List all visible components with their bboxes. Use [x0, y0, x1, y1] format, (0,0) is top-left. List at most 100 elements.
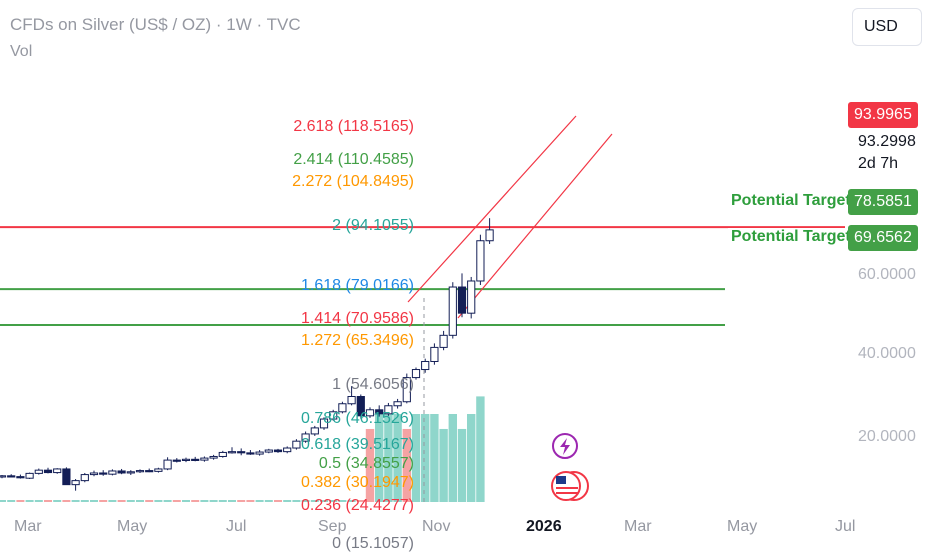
target-1-tag: 78.5851 — [848, 189, 918, 215]
candle-body — [292, 440, 301, 449]
volume-bar — [393, 414, 402, 502]
candle-body — [246, 452, 255, 455]
candle-body — [476, 240, 485, 282]
candle-body — [301, 433, 310, 442]
candle-body — [99, 472, 108, 475]
volume-bar — [310, 500, 319, 502]
candle-body — [117, 470, 126, 474]
volume-bar — [292, 500, 301, 502]
fib-level-label: 0.618 (39.5167) — [301, 436, 414, 454]
fib-level-label: 2 (94.1055) — [332, 216, 414, 234]
volume-legend: Vol — [10, 43, 33, 60]
volume-bar — [182, 500, 190, 502]
fib-level-label: 0.382 (30.1947) — [301, 473, 414, 491]
volume-bar — [44, 500, 52, 502]
volume-bar — [62, 500, 71, 502]
volume-bar — [421, 414, 430, 502]
volume-bar — [411, 414, 421, 502]
volume-bar — [301, 500, 310, 502]
time-axis-label: Mar — [624, 518, 652, 535]
event-icons — [551, 433, 589, 501]
volume-bar — [228, 500, 236, 502]
candle-body — [393, 401, 402, 407]
candle-body — [7, 475, 16, 478]
candle-body — [421, 360, 430, 371]
candle-body — [430, 346, 439, 362]
volume-bar — [365, 428, 375, 502]
candle-body — [191, 458, 200, 461]
volume-bar — [108, 500, 117, 502]
volume-bar — [255, 500, 264, 502]
volume-bar — [136, 500, 144, 502]
candle-body — [145, 470, 154, 473]
candle-body — [154, 468, 163, 472]
volume-bar — [126, 500, 135, 502]
candle-body — [347, 396, 356, 405]
volume-bar — [264, 500, 273, 502]
volume-bar — [71, 500, 80, 502]
volume-bar — [34, 500, 43, 502]
lightning-icon — [560, 438, 570, 455]
channel-lower-line — [457, 133, 613, 319]
currency-button[interactable]: USD — [852, 8, 922, 46]
volume-bar — [191, 500, 200, 502]
volume-bar — [356, 500, 365, 502]
volume-bar — [402, 428, 411, 502]
volume-bar — [163, 500, 172, 502]
volume-bar — [320, 500, 328, 502]
candle-body — [126, 471, 135, 474]
candle-body — [172, 459, 181, 462]
trend-channel — [407, 115, 613, 319]
volume-bar — [7, 500, 16, 502]
fib-level-label: 1.414 (70.9586) — [301, 309, 414, 327]
candle-body — [16, 476, 25, 479]
candle-body — [375, 409, 384, 415]
volume-bar — [476, 396, 485, 502]
volume-bar — [439, 428, 448, 502]
volume-bar — [218, 500, 227, 502]
volume-bar — [338, 500, 347, 502]
volume-bar — [283, 500, 292, 502]
volume-layer — [0, 396, 485, 502]
time-axis-label: 2026 — [526, 518, 562, 535]
candle-body — [283, 447, 292, 453]
volume-bar — [117, 500, 126, 502]
volume-bar — [209, 500, 218, 502]
fib-level-label: 0.5 (34.8557) — [318, 455, 414, 473]
candle-body — [108, 470, 117, 475]
candle-body — [264, 449, 273, 453]
volume-bar — [384, 414, 393, 502]
fib-level-label: 1.618 (79.0166) — [301, 277, 414, 295]
candle-body — [218, 451, 227, 457]
candle-body — [338, 403, 347, 413]
volume-bar — [145, 500, 154, 502]
candle-body — [273, 449, 283, 453]
target-2-tag: 69.6562 — [848, 225, 918, 251]
bar-countdown: 2d 7h — [858, 155, 899, 172]
candle-body — [457, 286, 467, 314]
candle-body — [365, 409, 375, 417]
volume-bar — [0, 500, 6, 502]
volume-bar — [80, 500, 89, 502]
candle-body — [25, 472, 34, 479]
candle-body — [89, 472, 99, 476]
candle-body — [200, 457, 209, 461]
candle-body — [209, 455, 218, 459]
volume-bar — [53, 500, 62, 502]
time-axis-label: Jul — [226, 518, 247, 535]
chart-title: CFDs on Silver (US$ / OZ) · 1W · TVC — [10, 15, 301, 34]
candle-body — [319, 418, 329, 429]
current-price-label: 93.2998 — [858, 133, 916, 150]
volume-bar — [430, 414, 439, 502]
candle-body — [181, 458, 191, 462]
us-flag-icon — [556, 476, 566, 484]
time-axis-label: Sep — [318, 518, 347, 535]
fib-level-label: 0 (15.1057) — [332, 534, 414, 552]
candle-body — [34, 469, 43, 474]
candle-body — [43, 469, 53, 474]
candle-body — [255, 451, 264, 455]
candle-body — [80, 474, 89, 482]
volume-bar — [457, 428, 467, 502]
candle-body — [439, 334, 448, 348]
